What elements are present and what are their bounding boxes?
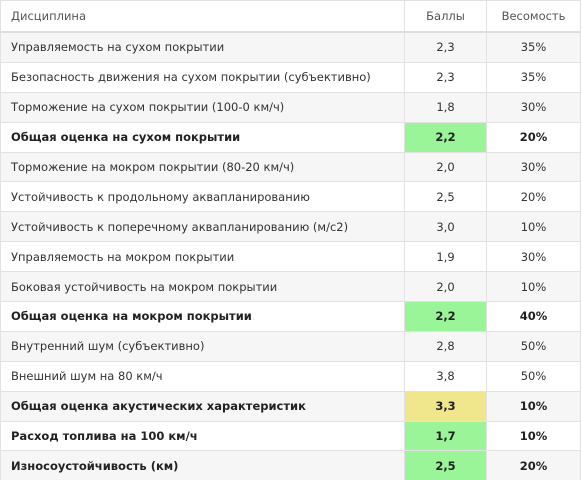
discipline-cell: Управляемость на сухом покрытии bbox=[0, 31, 405, 63]
weight-cell: 30% bbox=[486, 241, 581, 273]
table-row: Устойчивость к продольному аквапланирова… bbox=[0, 181, 581, 213]
weight-cell: 10% bbox=[486, 211, 581, 243]
discipline-cell: Безопасность движения на сухом покрытии … bbox=[0, 61, 405, 93]
weight-cell: 10% bbox=[486, 420, 581, 452]
score-cell: 2,5 bbox=[404, 181, 487, 213]
header-cell: Весомость bbox=[486, 0, 581, 33]
weight-cell: 50% bbox=[486, 360, 581, 392]
weight-cell: 20% bbox=[486, 450, 581, 480]
table-row: Управляемость на сухом покрытии 2,3 35% bbox=[0, 31, 581, 63]
discipline-cell: Внешний шум на 80 км/ч bbox=[0, 360, 405, 392]
table-row: Безопасность движения на сухом покрытии … bbox=[0, 61, 581, 93]
score-cell: 2,2 bbox=[404, 301, 487, 332]
table-row: Управляемость на мокром покрытии 1,9 30% bbox=[0, 241, 581, 273]
score-cell: 2,0 bbox=[404, 271, 487, 303]
discipline-cell: Общая оценка на сухом покрытии bbox=[0, 121, 405, 153]
header-cell: Баллы bbox=[404, 0, 487, 33]
weight-cell: 20% bbox=[486, 121, 581, 153]
weight-cell: 10% bbox=[486, 271, 581, 303]
score-cell: 2,5 bbox=[404, 450, 487, 480]
weight-cell: 50% bbox=[486, 330, 581, 362]
weight-cell: 10% bbox=[486, 390, 581, 422]
discipline-cell: Торможение на мокром покрытии (80-20 км/… bbox=[0, 151, 405, 183]
weight-cell: 20% bbox=[486, 181, 581, 213]
score-cell: 3,0 bbox=[404, 211, 487, 243]
score-cell: 2,3 bbox=[404, 61, 487, 93]
table-row: Общая оценка на сухом покрытии 2,2 20% bbox=[0, 121, 581, 153]
discipline-cell: Общая оценка акустических характеристик bbox=[0, 390, 405, 422]
table-row: Внутренний шум (субъективно) 2,8 50% bbox=[0, 330, 581, 362]
score-cell: 2,3 bbox=[404, 31, 487, 63]
score-cell: 3,3 bbox=[404, 390, 487, 422]
score-cell: 1,8 bbox=[404, 91, 487, 123]
discipline-cell: Расход топлива на 100 км/ч bbox=[0, 420, 405, 452]
score-cell: 2,0 bbox=[404, 151, 487, 183]
weight-cell: 35% bbox=[486, 31, 581, 63]
discipline-cell: Устойчивость к поперечному аквапланирова… bbox=[0, 211, 405, 243]
score-cell: 1,9 bbox=[404, 241, 487, 273]
score-cell: 3,8 bbox=[404, 360, 487, 392]
score-cell: 1,7 bbox=[404, 420, 487, 452]
discipline-cell: Торможение на сухом покрытии (100-0 км/ч… bbox=[0, 91, 405, 123]
table-row: Износоустойчивость (км) 2,5 20% bbox=[0, 450, 581, 480]
weight-cell: 30% bbox=[486, 91, 581, 123]
table-row: Торможение на сухом покрытии (100-0 км/ч… bbox=[0, 91, 581, 123]
discipline-cell: Износоустойчивость (км) bbox=[0, 450, 405, 480]
weight-cell: 40% bbox=[486, 301, 581, 332]
weight-cell: 35% bbox=[486, 61, 581, 93]
discipline-cell: Общая оценка на мокром покрытии bbox=[0, 301, 405, 332]
table-row: Общая оценка на мокром покрытии 2,2 40% bbox=[0, 301, 581, 332]
header-cell: Дисциплина bbox=[0, 0, 405, 33]
table-row: Торможение на мокром покрытии (80-20 км/… bbox=[0, 151, 581, 183]
table-row: Расход топлива на 100 км/ч 1,7 10% bbox=[0, 420, 581, 452]
discipline-cell: Устойчивость к продольному аквапланирова… bbox=[0, 181, 405, 213]
table-row: Общая оценка акустических характеристик 3… bbox=[0, 390, 581, 422]
table-row: Боковая устойчивость на мокром покрытии 2… bbox=[0, 271, 581, 303]
weight-cell: 30% bbox=[486, 151, 581, 183]
discipline-cell: Внутренний шум (субъективно) bbox=[0, 330, 405, 362]
table-row: Устойчивость к поперечному аквапланирова… bbox=[0, 211, 581, 243]
discipline-cell: Управляемость на мокром покрытии bbox=[0, 241, 405, 273]
header-row: Дисциплина Баллы Весомость bbox=[0, 0, 581, 33]
score-cell: 2,2 bbox=[404, 121, 487, 153]
table-row: Внешний шум на 80 км/ч 3,8 50% bbox=[0, 360, 581, 392]
score-cell: 2,8 bbox=[404, 330, 487, 362]
discipline-cell: Боковая устойчивость на мокром покрытии bbox=[0, 271, 405, 303]
